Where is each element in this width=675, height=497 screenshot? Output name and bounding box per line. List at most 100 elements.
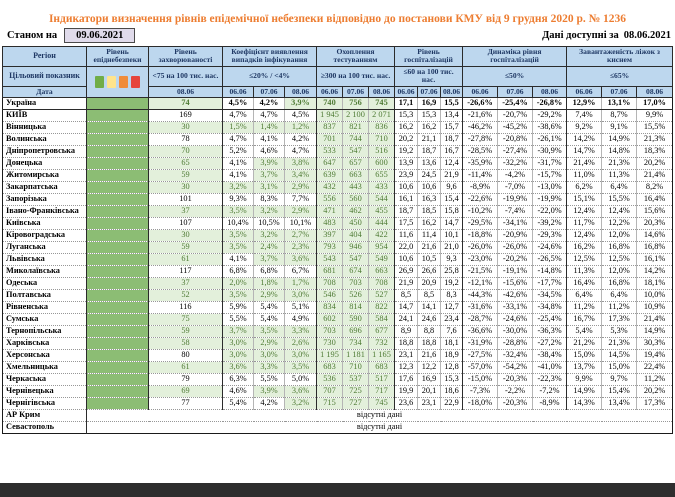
value-cell: 663 — [342, 169, 369, 182]
value-cell: 169 — [148, 109, 223, 122]
value-cell: -22,3% — [532, 373, 567, 386]
region-name: Чернігівська — [2, 397, 87, 410]
epidemic-level-cell — [86, 133, 149, 146]
value-cell: 954 — [368, 241, 395, 254]
value-cell: 21,9 — [394, 277, 418, 290]
value-cell: 3,2% — [222, 181, 254, 194]
value-cell: 15,3 — [440, 373, 463, 386]
date-column-header: 08.06 — [636, 85, 674, 99]
value-cell: 24,6 — [417, 313, 441, 326]
value-cell: 696 — [342, 325, 369, 338]
value-cell: 78 — [148, 133, 223, 146]
value-cell: 16,8% — [601, 241, 637, 254]
value-cell: 9,3 — [440, 253, 463, 266]
value-cell: 450 — [342, 217, 369, 230]
value-cell: 20,2 — [394, 133, 418, 146]
value-cell: 79 — [148, 373, 223, 386]
value-cell: 21,1 — [417, 133, 441, 146]
value-cell: 16,2% — [566, 241, 602, 254]
value-cell: 740 — [316, 97, 343, 111]
value-cell: 3,0% — [222, 349, 254, 362]
value-cell: 708 — [368, 277, 395, 290]
value-cell: 3,6% — [222, 361, 254, 374]
epidemic-level-cell — [86, 229, 149, 242]
value-cell: 3,3% — [283, 325, 317, 338]
value-cell: -36,6% — [462, 325, 498, 338]
value-cell: -30,0% — [497, 325, 533, 338]
value-cell: 12,2 — [417, 361, 441, 374]
value-cell: 12,4 — [440, 157, 463, 170]
as-of-date-box[interactable]: 09.06.2021 — [64, 28, 136, 44]
value-cell: 730 — [316, 337, 343, 350]
value-cell: 1 945 — [316, 109, 343, 122]
value-cell: -20,3% — [497, 397, 533, 410]
group-header: Рівень захворюваності — [148, 45, 223, 67]
epidemic-level-cell — [86, 361, 149, 374]
value-cell: -21,5% — [462, 265, 498, 278]
value-cell: -20,9% — [497, 229, 533, 242]
region-name: АР Крим — [2, 409, 87, 422]
region-name: Донецька — [2, 157, 87, 170]
value-cell: 23,4 — [440, 313, 463, 326]
group-header: Охоплення тестуванням — [316, 45, 396, 67]
region-name: КИЇВ — [2, 109, 87, 122]
value-cell: 3,3% — [253, 361, 285, 374]
value-cell: 14,7% — [566, 145, 602, 158]
value-cell: 3,7% — [253, 253, 285, 266]
value-cell: 2,3% — [283, 241, 317, 254]
value-cell: 946 — [342, 241, 369, 254]
epidemic-level-cell — [86, 145, 149, 158]
value-cell: -20,7% — [497, 109, 533, 122]
value-cell: 710 — [368, 133, 395, 146]
value-cell: -38,4% — [532, 349, 567, 362]
value-cell: 20,2% — [636, 157, 673, 170]
value-cell: 9,3% — [222, 193, 254, 206]
value-cell: 647 — [316, 157, 343, 170]
value-cell: 4,1% — [222, 157, 254, 170]
value-cell: 600 — [368, 157, 395, 170]
region-name: Тернопільська — [2, 325, 87, 338]
value-cell: -24,6% — [497, 313, 533, 326]
value-cell: -10,2% — [462, 205, 498, 218]
value-cell: -27,2% — [532, 337, 567, 350]
table-row: Кіровоградська 30 3,5% 3,2% 2,7% 397 404 422 11,… — [2, 229, 673, 242]
table-row: Полтавська 52 3,5% 2,9% 3,0% 546 526 527 8,5 8,5 8… — [2, 289, 673, 302]
value-cell: 584 — [368, 313, 395, 326]
epidemic-level-cell — [86, 169, 149, 182]
value-cell: 2,7% — [283, 229, 317, 242]
epidemic-level-cell — [86, 325, 149, 338]
value-cell: 4,7% — [222, 133, 254, 146]
value-cell: 17,1 — [394, 97, 418, 111]
value-cell: 516 — [368, 145, 395, 158]
value-cell: 6,4% — [601, 181, 637, 194]
indicators-table: Регіон Рівень епіднебезпеки Рівень захворю… — [2, 45, 674, 435]
value-cell: 12,4% — [601, 205, 637, 218]
value-cell: 24,1 — [394, 313, 418, 326]
value-cell: -29,5% — [462, 217, 498, 230]
value-cell: 18,1 — [440, 337, 463, 350]
date-column-header: 07.06 — [342, 85, 370, 99]
epidemic-level-cell — [86, 337, 149, 350]
value-cell: 404 — [342, 229, 369, 242]
value-cell: 756 — [342, 97, 369, 111]
value-cell: 6,3% — [222, 373, 254, 386]
table-row: Україна 74 4,5% 4,2% 3,9% 740 756 745 17,1 16,9 15… — [2, 97, 673, 111]
value-cell: 16,8% — [601, 277, 637, 290]
value-cell: 3,6% — [283, 253, 317, 266]
value-cell: -36,3% — [532, 325, 567, 338]
value-cell: 7,6 — [440, 325, 463, 338]
value-cell: 2,6% — [283, 337, 317, 350]
epidemic-level-cell — [86, 289, 149, 302]
value-cell: 602 — [316, 313, 343, 326]
value-cell: 1,8% — [253, 277, 285, 290]
value-cell: -7,4% — [497, 205, 533, 218]
epidemic-level-cell — [86, 313, 149, 326]
value-cell: -21,6% — [462, 109, 498, 122]
epidemic-level-cell — [86, 193, 149, 206]
value-cell: 20,9 — [417, 277, 441, 290]
value-cell: 4,7% — [253, 109, 285, 122]
region-name: Хмельницька — [2, 361, 87, 374]
table-row: Сумська 75 5,5% 5,4% 4,9% 602 590 584 24,1 24,6 23… — [2, 313, 673, 326]
value-cell: 15,7 — [440, 121, 463, 134]
date-column-header: 07.06 — [253, 85, 285, 99]
